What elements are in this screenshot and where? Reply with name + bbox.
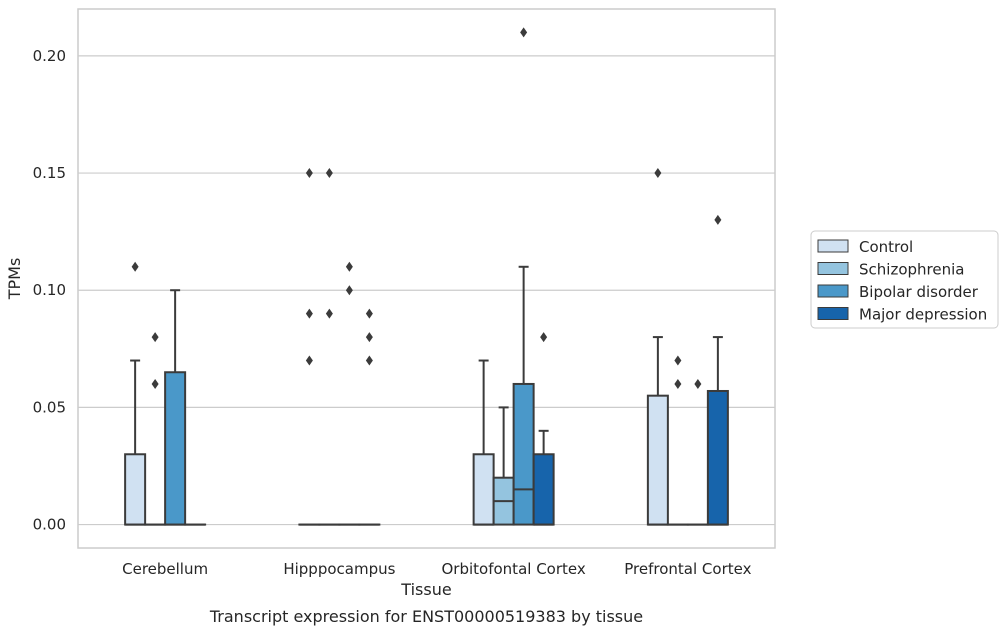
legend-label: Bipolar disorder	[859, 283, 979, 301]
outlier-point	[520, 27, 528, 38]
outlier-point	[365, 355, 373, 366]
y-axis-ticks: 0.00 0.05 0.10 0.15 0.20	[33, 47, 66, 534]
outlier-point	[365, 308, 373, 319]
box-3-2	[532, 332, 555, 526]
outlier-point	[305, 308, 313, 319]
box-2-2	[512, 27, 535, 526]
box-2-0	[164, 289, 187, 526]
legend-label: Major depression	[859, 306, 987, 324]
legend-swatch	[817, 307, 849, 320]
box	[124, 453, 147, 526]
legend-swatch	[817, 239, 849, 253]
plot-frame	[77, 8, 776, 549]
legend-swatch	[817, 262, 849, 275]
box	[532, 453, 555, 526]
box-1-2	[492, 406, 515, 526]
y-tick-label: 0.10	[33, 281, 66, 299]
outlier-point	[305, 168, 313, 179]
chart-caption: Transcript expression for ENST0000051938…	[209, 607, 643, 626]
outlier-point	[325, 308, 333, 319]
legend-frame	[810, 230, 999, 329]
y-axis-label: TPMs	[5, 258, 24, 301]
box-1-1	[318, 168, 341, 526]
outlier-point	[674, 355, 682, 366]
x-axis-label: Tissue	[400, 580, 451, 599]
y-tick-label: 0.15	[33, 164, 66, 182]
outlier-point	[131, 261, 139, 272]
outlier-point	[151, 378, 159, 389]
legend-swatch	[817, 284, 849, 298]
legend-label: Control	[859, 238, 913, 256]
box-2-1	[338, 261, 361, 526]
box	[164, 371, 187, 526]
x-axis-ticks: Cerebellum Hipppocampus Orbitofontal Corte…	[122, 560, 751, 578]
outlier-point	[714, 214, 722, 225]
outlier-point	[345, 261, 353, 272]
x-tick-label: Hipppocampus	[283, 560, 395, 578]
x-tick-label: Cerebellum	[122, 560, 208, 578]
box-0-0	[124, 261, 147, 526]
box-3-1	[358, 308, 381, 526]
y-tick-label: 0.05	[33, 398, 66, 416]
outlier-point	[345, 285, 353, 296]
y-tick-label: 0.20	[33, 47, 66, 65]
box-0-3	[646, 168, 669, 526]
box-plot-marks	[124, 27, 729, 526]
outlier-point	[674, 378, 682, 389]
y-tick-label: 0.00	[33, 516, 66, 534]
outlier-point	[305, 355, 313, 366]
outlier-point	[540, 332, 548, 343]
outlier-point	[654, 168, 662, 179]
box-0-2	[472, 359, 495, 526]
box	[706, 389, 729, 526]
outlier-point	[151, 332, 159, 343]
legend: Control Schizophrenia Bipolar disorder Majo…	[810, 230, 999, 329]
box	[512, 382, 535, 526]
box	[472, 453, 495, 526]
box-1-3	[666, 355, 689, 526]
x-tick-label: Prefrontal Cortex	[624, 560, 751, 578]
box-3-3	[706, 214, 729, 526]
outlier-point	[694, 378, 702, 389]
outlier-point	[365, 332, 373, 343]
outlier-point	[325, 168, 333, 179]
box-2-3	[686, 378, 709, 526]
box-0-1	[298, 168, 321, 526]
box-1-0	[144, 332, 167, 526]
box	[646, 394, 669, 526]
legend-label: Schizophrenia	[859, 261, 964, 279]
x-tick-label: Orbitofontal Cortex	[442, 560, 586, 578]
